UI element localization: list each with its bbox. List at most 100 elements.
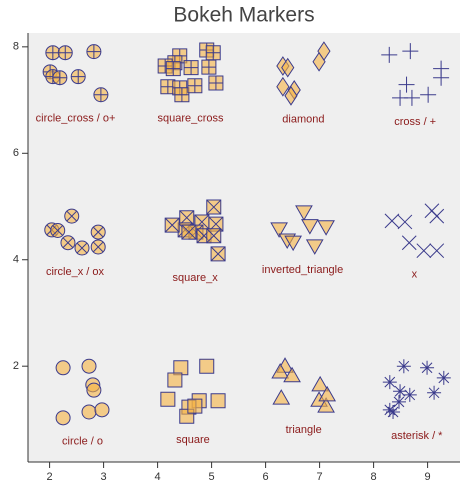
marker: [74, 240, 90, 256]
marker: [174, 87, 190, 103]
marker: [208, 216, 224, 232]
marker: [312, 51, 326, 72]
marker: [402, 43, 419, 60]
marker: [173, 360, 189, 376]
marker: [382, 375, 397, 390]
marker: [187, 398, 203, 414]
marker: [208, 75, 224, 91]
marker: [181, 224, 197, 240]
marker: [301, 219, 319, 235]
marker-label: cross / +: [394, 116, 436, 128]
marker: [94, 402, 110, 418]
marker: [55, 410, 71, 426]
x-tick-label: 5: [209, 471, 215, 483]
marker: [50, 222, 66, 238]
marker: [52, 70, 68, 86]
marker-label: triangle: [286, 424, 322, 436]
x-tick-label: 9: [425, 471, 431, 483]
marker: [199, 358, 215, 374]
y-tick-label: 6: [13, 147, 19, 159]
marker: [206, 199, 222, 215]
marker: [93, 87, 109, 103]
y-tick-label: 2: [13, 360, 19, 372]
marker: [386, 404, 401, 419]
marker: [436, 370, 451, 385]
marker: [90, 224, 106, 240]
marker: [270, 222, 288, 238]
marker: [86, 44, 102, 60]
marker: [317, 397, 335, 413]
marker: [45, 45, 61, 61]
x-tick-label: 4: [155, 471, 161, 483]
marker-label: circle / o: [62, 436, 103, 448]
marker: [283, 366, 301, 383]
marker: [81, 358, 97, 374]
marker: [429, 243, 445, 259]
x-tick-label: 8: [371, 471, 377, 483]
marker: [427, 385, 442, 400]
marker: [271, 363, 290, 379]
marker: [416, 243, 432, 259]
marker: [311, 375, 330, 392]
marker-label: diamond: [282, 114, 324, 126]
marker: [90, 239, 106, 255]
x-tick-label: 7: [317, 471, 323, 483]
marker: [210, 246, 226, 262]
marker: [403, 89, 420, 106]
marker: [187, 78, 203, 94]
marker: [391, 394, 406, 409]
marker: [70, 69, 86, 85]
marker: [165, 61, 181, 77]
marker-label: square: [176, 434, 210, 446]
marker: [401, 235, 417, 251]
marker-label: circle_x / ox: [46, 266, 105, 278]
marker: [317, 220, 335, 236]
marker: [206, 228, 222, 244]
x-tick-label: 6: [263, 471, 269, 483]
marker: [164, 217, 180, 233]
marker: [305, 239, 324, 255]
marker: [281, 57, 295, 78]
marker: [167, 372, 183, 388]
marker: [398, 76, 415, 93]
marker: [295, 205, 313, 221]
marker: [433, 69, 450, 86]
marker: [284, 235, 303, 252]
marker: [396, 359, 411, 374]
marker: [420, 86, 437, 103]
y-tick-label: 8: [13, 41, 19, 53]
marker: [429, 208, 445, 224]
marker: [318, 385, 337, 402]
marker-label: circle_cross / o+: [36, 113, 116, 125]
marker: [183, 60, 199, 76]
y-tick-label: 4: [13, 254, 19, 266]
marker: [284, 85, 298, 106]
marker: [420, 360, 435, 375]
marker: [86, 382, 102, 398]
marker: [201, 59, 217, 75]
marker: [397, 214, 413, 230]
marker-label: inverted_triangle: [262, 264, 343, 276]
marker-label: x: [412, 269, 418, 281]
marker: [384, 213, 400, 229]
marker-label: asterisk / *: [391, 430, 443, 442]
x-tick-label: 3: [101, 471, 107, 483]
marker: [210, 393, 226, 409]
marker: [381, 46, 398, 63]
marker: [402, 387, 417, 402]
chart-title: Bokeh Markers: [173, 4, 314, 27]
marker: [64, 208, 80, 224]
marker: [55, 360, 71, 376]
marker: [276, 76, 290, 97]
marker: [393, 384, 408, 399]
marker: [57, 45, 73, 61]
marker: [382, 402, 397, 417]
marker: [60, 235, 76, 251]
marker-label: square_cross: [158, 113, 225, 125]
marker: [160, 79, 176, 95]
marker-label: square_x: [172, 272, 218, 284]
x-tick-label: 2: [47, 471, 53, 483]
marker: [160, 391, 176, 407]
marker: [205, 45, 221, 61]
